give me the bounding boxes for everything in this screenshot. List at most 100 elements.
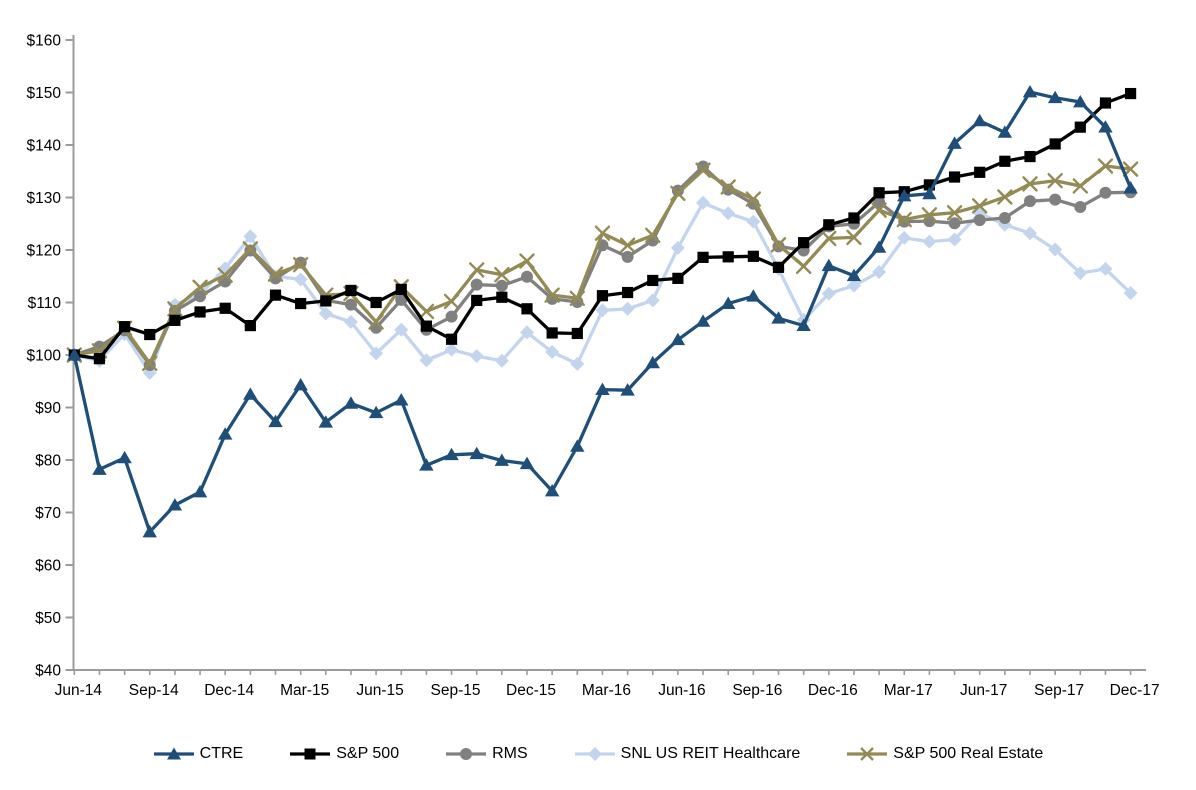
data-point-diamond	[746, 214, 761, 229]
data-point-triangle	[343, 396, 359, 409]
data-point-triangle	[444, 447, 459, 461]
x-axis-label: Sep-14	[129, 682, 179, 699]
data-point-diamond	[595, 303, 610, 318]
data-point-triangle	[67, 348, 82, 361]
data-point-square	[395, 283, 407, 295]
data-point-x	[544, 287, 560, 303]
legend-item-s-p-500: S&P 500	[289, 744, 399, 764]
data-point-circle	[445, 310, 458, 323]
data-point-x	[267, 266, 284, 282]
data-point-triangle	[1073, 94, 1088, 108]
y-axis-label: $130	[27, 190, 62, 207]
legend-marker-diamond-icon	[574, 747, 615, 761]
data-point-triangle	[972, 113, 987, 127]
data-point-circle	[671, 184, 684, 197]
data-point-triangle	[645, 355, 660, 369]
data-point-triangle	[92, 462, 107, 475]
data-point-diamond	[293, 272, 308, 287]
data-point-diamond	[1023, 226, 1037, 241]
data-point-x	[569, 290, 585, 306]
data-point-x	[821, 230, 837, 247]
data-point-circle	[521, 270, 533, 283]
legend-label: S&P 500	[336, 745, 400, 762]
data-point-diamond	[947, 232, 962, 247]
data-point-triangle	[243, 387, 258, 400]
data-point-square	[219, 302, 231, 314]
data-point-square	[471, 294, 483, 306]
data-point-x	[795, 258, 812, 274]
data-point-triangle	[519, 456, 535, 470]
data-point-square	[420, 320, 432, 332]
data-point-triangle	[142, 524, 157, 538]
data-point-triangle	[570, 439, 585, 452]
x-axis-label: Sep-17	[1034, 682, 1084, 699]
legend-label: CTRE	[199, 745, 244, 762]
data-point-circle	[948, 217, 961, 230]
data-point-triangle	[796, 318, 811, 331]
data-point-diamond	[1073, 266, 1088, 281]
x-axis-label: Dec-14	[204, 682, 254, 699]
data-point-x	[292, 257, 309, 273]
data-point-triangle	[670, 332, 686, 346]
data-point-square	[571, 327, 583, 340]
data-point-triangle	[897, 188, 912, 202]
data-point-triangle	[544, 483, 560, 497]
y-axis-label: $100	[27, 348, 62, 365]
data-point-x	[519, 253, 535, 269]
data-point-x	[1047, 173, 1063, 189]
data-point-square	[119, 321, 131, 333]
data-point-triangle	[771, 311, 786, 324]
data-point-square	[722, 251, 734, 263]
data-point-square	[672, 272, 684, 284]
data-point-square	[345, 284, 357, 297]
legend-marker-square-icon	[290, 748, 331, 760]
legend-label: S&P 500 Real Estate	[893, 745, 1044, 762]
data-point-square	[1074, 121, 1086, 133]
data-point-diamond	[846, 278, 861, 293]
data-point-square	[496, 291, 508, 303]
data-point-x	[1072, 178, 1088, 194]
data-point-diamond	[369, 346, 384, 361]
data-point-circle	[998, 211, 1011, 224]
data-point-triangle	[117, 450, 132, 464]
data-point-triangle	[268, 414, 283, 428]
legend-item-snl-us-reit-healthcare: SNL US REIT Healthcare	[574, 744, 800, 764]
data-point-square	[798, 237, 810, 249]
data-point-square	[974, 166, 986, 178]
data-point-diamond	[394, 322, 409, 337]
data-point-x	[921, 207, 938, 223]
x-axis-label: Mar-16	[582, 682, 631, 699]
data-point-x	[619, 237, 636, 253]
data-point-triangle	[721, 296, 736, 309]
data-point-triangle	[368, 405, 384, 419]
data-point-diamond	[494, 353, 509, 368]
data-point-diamond	[696, 195, 711, 210]
y-axis-label: $60	[35, 558, 61, 575]
series-line-s-p-500-real-estate	[72, 164, 1133, 366]
data-point-diamond	[545, 344, 560, 359]
legend-item-ctre: CTRE	[153, 744, 244, 764]
data-point-x	[896, 211, 912, 228]
data-point-diamond	[721, 206, 736, 221]
data-point-x	[770, 237, 787, 253]
x-axis-label: Jun-16	[658, 682, 705, 699]
data-point-x	[192, 279, 208, 295]
data-point-diamond	[1123, 286, 1138, 301]
data-point-x	[720, 179, 736, 195]
data-point-triangle	[419, 458, 434, 471]
data-point-square	[697, 251, 709, 263]
data-point-triangle	[394, 393, 409, 406]
x-axis-label: Mar-17	[884, 682, 933, 699]
data-point-circle	[621, 250, 634, 263]
y-axis-label: $40	[35, 663, 61, 680]
chart-legend: CTRE S&P 500 RMS SNL US REIT Healthcare S&P …	[0, 744, 1196, 764]
data-point-circle	[1074, 200, 1087, 213]
data-point-x	[645, 227, 661, 243]
legend-label: RMS	[492, 745, 528, 762]
data-point-triangle	[167, 498, 183, 511]
data-point-x	[494, 266, 510, 283]
data-point-square	[823, 219, 835, 231]
x-axis-label: Dec-17	[1110, 682, 1160, 699]
y-axis-label: $150	[27, 85, 62, 102]
y-axis-label: $50	[35, 610, 61, 627]
